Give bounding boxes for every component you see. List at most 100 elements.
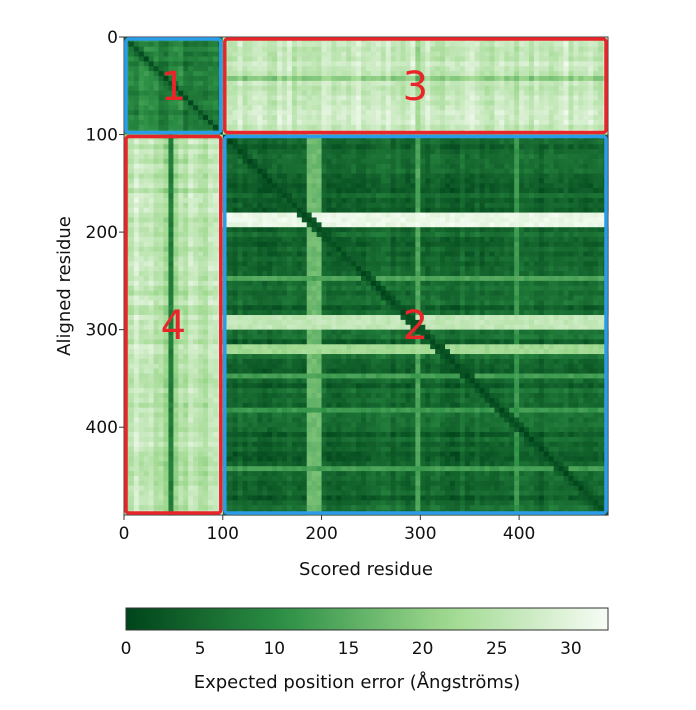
heatmap-cell [375,256,382,262]
heatmap-cell [341,71,347,77]
heatmap-cell [272,222,278,228]
heatmap-cell [326,232,333,238]
heatmap-cell [385,183,392,189]
heatmap-cell [237,271,244,277]
heatmap-cell [524,66,530,72]
heatmap-cell [277,261,283,267]
heatmap-cell [543,183,550,189]
heatmap-cell [469,207,476,214]
heatmap-cell [598,212,604,219]
heatmap-cell [459,51,466,58]
heatmap-cell [351,173,357,180]
heatmap-cell [178,173,184,180]
heatmap-cell [138,197,145,204]
heatmap-cell [286,178,293,184]
heatmap-cell [410,76,416,82]
heatmap-cell [316,41,323,48]
heatmap-cell [528,71,535,77]
heatmap-cell [198,124,204,131]
heatmap-cell [128,236,135,243]
heatmap-cell [420,280,426,287]
heatmap-cell [474,261,481,267]
heatmap-cell [361,100,367,106]
heatmap-cell [133,144,140,150]
heatmap-cell [351,256,357,262]
heatmap-cell [242,115,249,121]
heatmap-cell [469,256,476,262]
heatmap-cell [459,236,466,243]
heatmap-cell [469,46,476,53]
heatmap-cell [316,110,323,116]
heatmap-cell [370,154,377,160]
heatmap-cell [519,232,525,238]
heatmap-cell [356,144,362,150]
heatmap-cell [341,188,347,194]
heatmap-cell [153,266,160,272]
heatmap-cell [588,144,594,150]
heatmap-cell [153,246,160,253]
heatmap-cell [138,207,145,214]
heatmap-cell [420,119,426,126]
heatmap-cell [524,193,530,199]
heatmap-cell [306,154,313,160]
heatmap-cell [593,80,599,87]
heatmap-cell [593,61,599,67]
heatmap-cell [474,41,481,48]
heatmap-cell [524,222,530,228]
heatmap-cell [356,232,362,238]
heatmap-cell [489,139,496,145]
heatmap-cell [356,183,362,189]
heatmap-cell [188,232,194,238]
heatmap-cell [494,280,500,287]
heatmap-cell [524,51,530,58]
heatmap-cell [479,124,486,131]
heatmap-cell [593,56,599,62]
heatmap-cell [380,178,387,184]
heatmap-cell [242,232,249,238]
heatmap-cell [242,149,249,155]
heatmap-cell [153,168,160,175]
heatmap-cell [380,241,387,248]
heatmap-cell [459,241,466,248]
heatmap-cell [420,236,426,243]
heatmap-cell [449,149,456,155]
heatmap-cell [198,100,204,106]
heatmap-cell [143,212,150,219]
heatmap-cell [543,173,550,180]
heatmap-cell [356,227,362,233]
heatmap-cell [203,56,209,62]
heatmap-cell [282,163,288,170]
heatmap-cell [509,241,515,248]
heatmap-cell [449,144,456,150]
heatmap-cell [282,85,288,92]
heatmap-cell [178,207,184,214]
heatmap-cell [504,232,510,238]
heatmap-cell [528,222,535,228]
heatmap-cell [227,197,234,204]
heatmap-cell [593,251,599,258]
heatmap-cell [257,232,263,238]
heatmap-cell [128,197,135,204]
heatmap-cell [588,124,594,131]
heatmap-cell [153,271,160,277]
heatmap-cell [366,207,372,214]
heatmap-cell [227,154,234,160]
heatmap-cell [578,261,584,267]
heatmap-cell [262,280,268,287]
heatmap-cell [237,193,244,199]
heatmap-cell [469,90,476,97]
heatmap-cell [370,90,377,97]
heatmap-cell [356,188,362,194]
heatmap-cell [449,46,456,53]
heatmap-cell [173,178,179,184]
heatmap-cell [183,61,189,67]
heatmap-cell [128,41,135,48]
heatmap-cell [474,241,481,248]
heatmap-cell [474,115,481,121]
heatmap-cell [168,232,174,238]
heatmap-cell [237,154,244,160]
heatmap-cell [188,163,194,170]
heatmap-cell [198,256,204,262]
heatmap-cell [366,280,372,287]
heatmap-cell [380,41,387,48]
